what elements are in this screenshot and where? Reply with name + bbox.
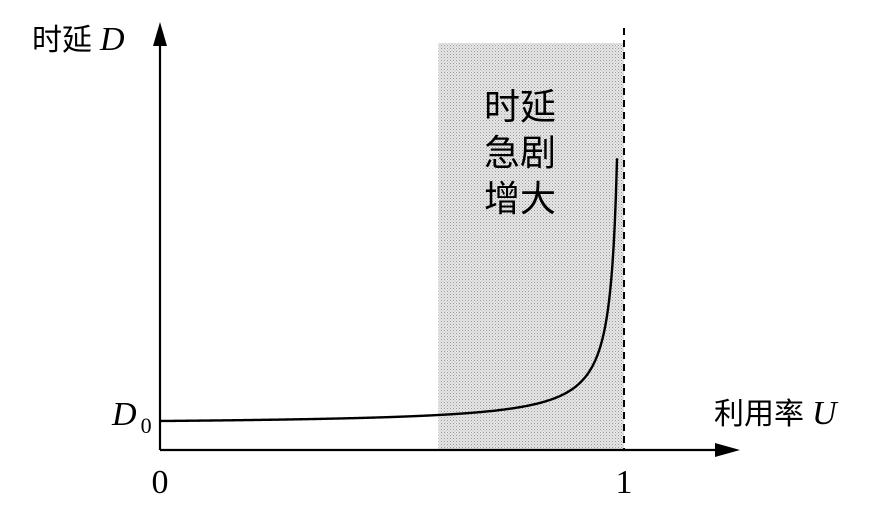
- x-axis-arrow: [715, 443, 740, 457]
- y-start-label: D 0: [111, 396, 152, 438]
- annotation-line-3: 增大: [484, 179, 556, 220]
- y-axis-label: 时延 D: [32, 21, 125, 58]
- y-axis-arrow: [153, 22, 167, 46]
- x-tick-label-1: 1: [616, 464, 633, 501]
- annotation-line-2: 急剧: [484, 133, 556, 174]
- x-tick-label-0: 0: [152, 464, 169, 501]
- high-utilization-shaded-region: [438, 43, 624, 450]
- delay-curve: [159, 158, 619, 423]
- annotation-line-1: 时延: [484, 87, 556, 128]
- x-axis-label: 利用率 U: [714, 395, 839, 432]
